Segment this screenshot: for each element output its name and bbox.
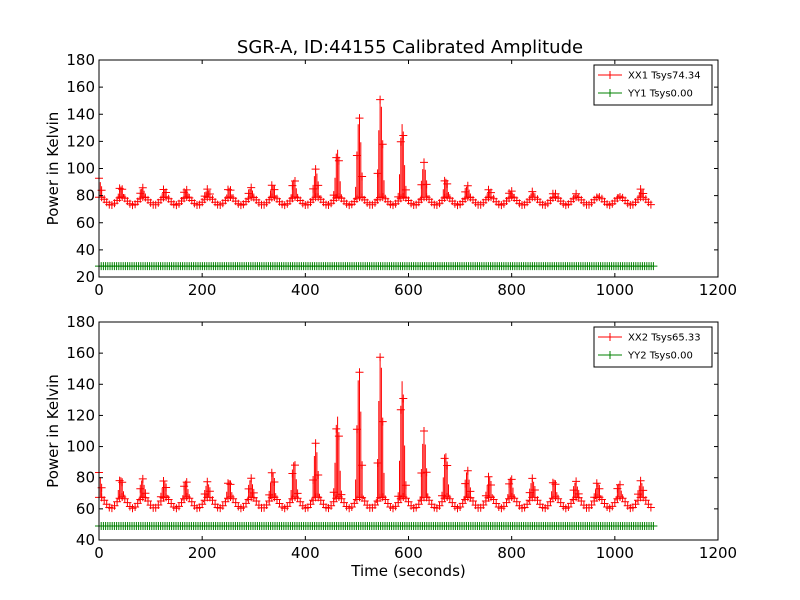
legend-box [593, 64, 713, 106]
legend-swatch-marker [606, 89, 614, 97]
legend: XX2 Tsys65.33 YY2 Tsys0.00 [593, 326, 713, 368]
x-tick-label: 200 [188, 544, 217, 562]
legend-entry-label: YY1 Tsys0.00 [627, 89, 693, 100]
x-tick-label: 0 [94, 544, 104, 562]
x-tick-label: 600 [394, 544, 423, 562]
series-yy2 [95, 522, 658, 530]
y-tick-label: 20 [76, 268, 95, 286]
y-axis-label: Power in Kelvin [44, 374, 62, 488]
y-tick-label: 40 [76, 241, 95, 259]
x-tick-label: 1200 [699, 544, 737, 562]
x-tick-label: 1000 [596, 544, 634, 562]
x-tick-label: 600 [394, 281, 423, 299]
y-tick-label: 100 [66, 438, 95, 456]
legend-entry-label: XX2 Tsys65.33 [628, 333, 701, 344]
x-tick-label: 400 [291, 281, 320, 299]
y-tick-label: 180 [66, 51, 95, 69]
x-tick-label: 400 [291, 544, 320, 562]
figure-title: SGR-A, ID:44155 Calibrated Amplitude [237, 37, 583, 58]
top-subplot: 0 200 400 600 800 1000 1200 20 40 60 80 100 120 140 16… [44, 51, 737, 299]
legend-swatch-marker [606, 333, 614, 341]
y-tick-label: 80 [76, 187, 95, 205]
y-tick-label: 140 [66, 375, 95, 393]
x-tick-label: 1000 [596, 281, 634, 299]
y-tick-label: 120 [66, 406, 95, 424]
y-tick-label: 80 [76, 469, 95, 487]
x-axis-label: Time (seconds) [350, 562, 466, 580]
x-tick-label: 200 [188, 281, 217, 299]
x-tick-label: 0 [94, 281, 104, 299]
y-axis-label: Power in Kelvin [44, 112, 62, 226]
y-tick-label: 160 [66, 344, 95, 362]
legend-swatch-marker [606, 351, 614, 359]
y-tick-label: 40 [76, 531, 95, 549]
legend-box [593, 326, 713, 368]
y-tick-label: 60 [76, 500, 95, 518]
x-tick-label: 800 [497, 281, 526, 299]
legend: XX1 Tsys74.34 YY1 Tsys0.00 [593, 64, 713, 106]
y-tick-label: 60 [76, 214, 95, 232]
legend-entry-label: XX1 Tsys74.34 [628, 71, 701, 82]
x-tick-label: 800 [497, 544, 526, 562]
legend-swatch-marker [606, 71, 614, 79]
y-tick-label: 160 [66, 78, 95, 96]
y-tick-label: 100 [66, 160, 95, 178]
y-tick-label: 180 [66, 313, 95, 331]
y-tick-label: 140 [66, 105, 95, 123]
x-tick-label: 1200 [699, 281, 737, 299]
y-tick-label: 120 [66, 132, 95, 150]
bottom-subplot: 0 200 400 600 800 1000 1200 40 60 80 100 120 140 160 1… [44, 313, 737, 580]
legend-entry-label: YY2 Tsys0.00 [627, 351, 693, 362]
